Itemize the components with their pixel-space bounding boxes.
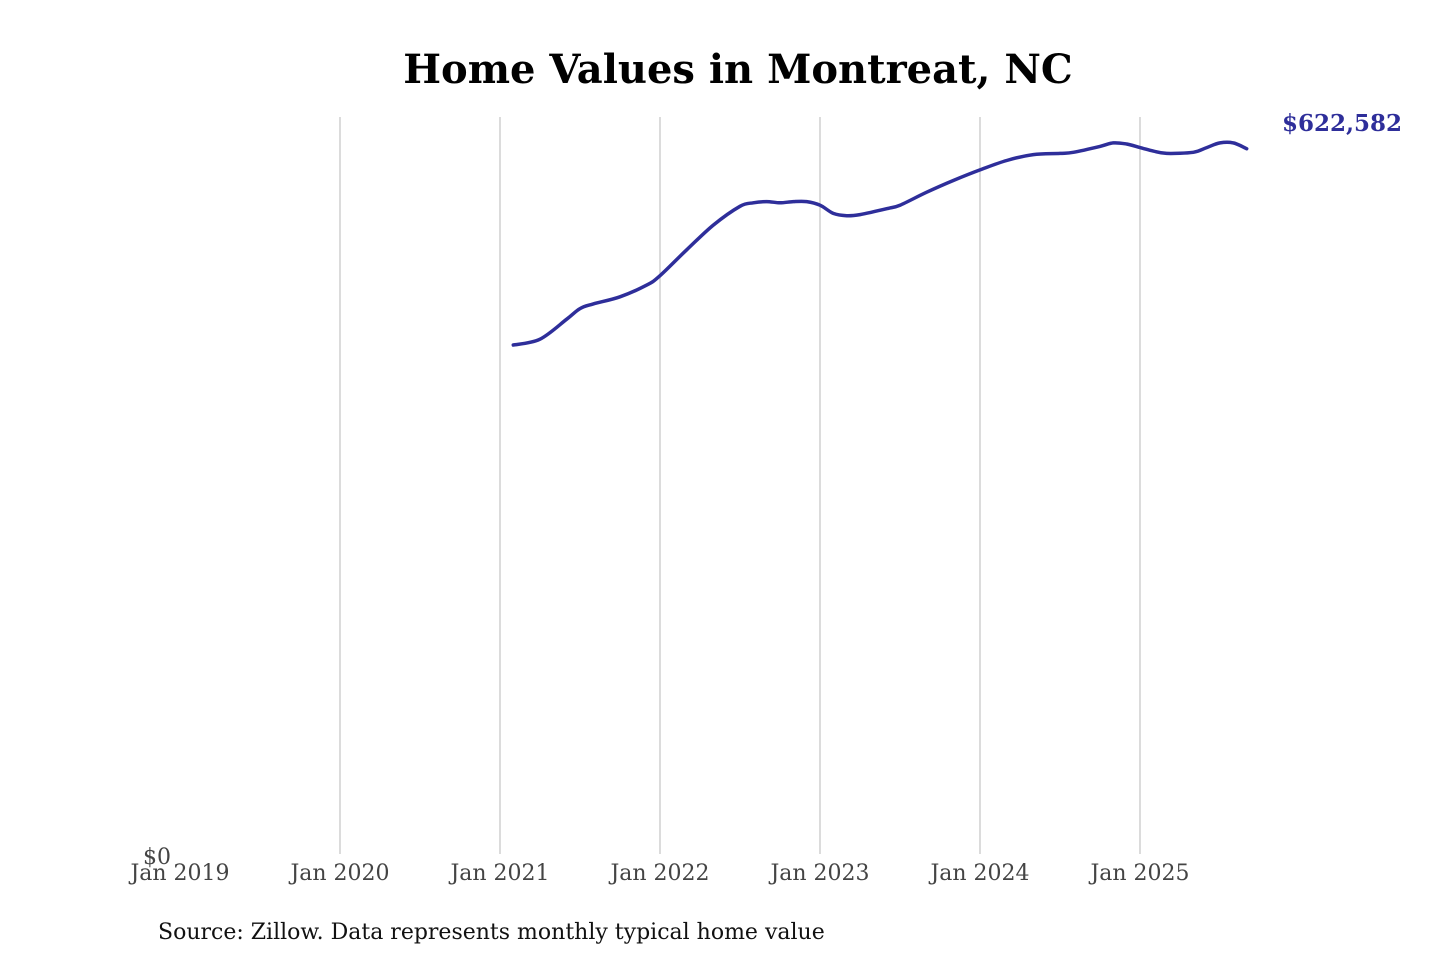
- chart-title: Home Values in Montreat, NC: [403, 46, 1073, 93]
- gridlines: [339, 117, 1141, 854]
- x-axis-ticks: Jan 2019 Jan 2020 Jan 2021 Jan 2022 Jan 2023…: [128, 861, 1189, 886]
- y-axis-ticks: $0: [143, 845, 171, 870]
- x-tick-label: Jan 2019: [128, 861, 229, 886]
- x-tick-label: Jan 2021: [448, 861, 549, 886]
- x-tick-label: Jan 2020: [288, 861, 389, 886]
- x-tick-label: Jan 2023: [768, 861, 869, 886]
- x-tick-label: Jan 2025: [1088, 861, 1189, 886]
- source-note: Source: Zillow. Data represents monthly …: [158, 920, 825, 945]
- end-value-label: $622,582: [1282, 110, 1402, 137]
- x-tick-label: Jan 2022: [608, 861, 709, 886]
- y-tick-label: $0: [143, 845, 171, 870]
- plot-area: [511, 140, 1249, 347]
- series-line: [511, 140, 1249, 347]
- x-tick-label: Jan 2024: [928, 861, 1029, 886]
